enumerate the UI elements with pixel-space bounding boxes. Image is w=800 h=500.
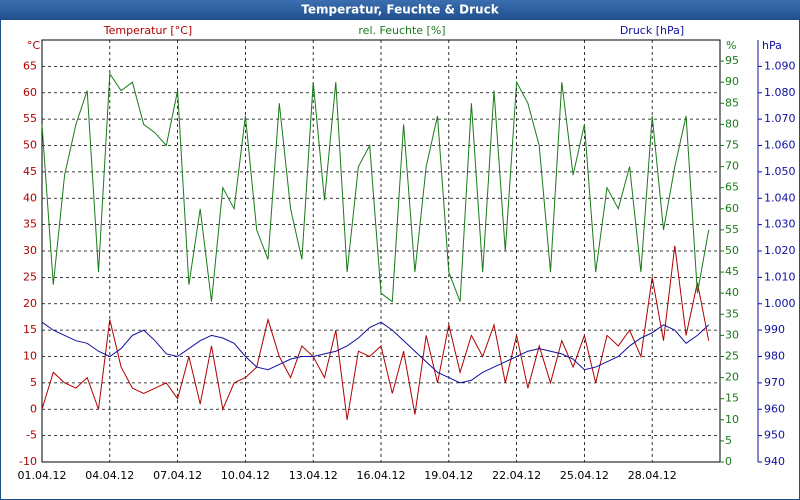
y3-axis-label: hPa bbox=[762, 39, 782, 52]
y-tick-label: 45 bbox=[23, 165, 37, 178]
y3-tick-label: 950 bbox=[764, 429, 785, 442]
y3-tick-label: 1.070 bbox=[764, 112, 796, 125]
y2-tick-label: 5 bbox=[725, 434, 732, 447]
y-tick-label: -10 bbox=[19, 455, 37, 468]
y2-axis-label: % bbox=[726, 39, 736, 52]
y3-tick-label: 970 bbox=[764, 376, 785, 389]
y3-tick-label: 980 bbox=[764, 350, 785, 363]
y2-tick-label: 65 bbox=[725, 181, 739, 194]
x-tick-label: 10.04.12 bbox=[221, 469, 270, 482]
y-tick-label: 40 bbox=[23, 191, 37, 204]
y2-tick-label: 80 bbox=[725, 117, 739, 130]
y-tick-label: 60 bbox=[23, 86, 37, 99]
y2-tick-label: 75 bbox=[725, 139, 739, 152]
x-tick-label: 01.04.12 bbox=[18, 469, 67, 482]
y-tick-label: 65 bbox=[23, 59, 37, 72]
y3-tick-label: 1.050 bbox=[764, 165, 796, 178]
x-tick-label: 07.04.12 bbox=[153, 469, 202, 482]
y2-tick-label: 35 bbox=[725, 307, 739, 320]
x-tick-label: 04.04.12 bbox=[85, 469, 134, 482]
y3-tick-label: 1.000 bbox=[764, 297, 796, 310]
y-tick-label: 55 bbox=[23, 112, 37, 125]
y2-tick-label: 70 bbox=[725, 160, 739, 173]
y2-tick-label: 30 bbox=[725, 328, 739, 341]
y3-tick-label: 1.030 bbox=[764, 218, 796, 231]
y-tick-label: 35 bbox=[23, 218, 37, 231]
legend-label: Druck [hPa] bbox=[620, 24, 684, 37]
y2-tick-label: 25 bbox=[725, 350, 739, 363]
y-tick-label: 30 bbox=[23, 244, 37, 257]
series-line bbox=[41, 321, 710, 384]
y-tick-label: 15 bbox=[23, 323, 37, 336]
y3-tick-label: 990 bbox=[764, 323, 785, 336]
title-bar bbox=[0, 0, 800, 20]
x-tick-label: 22.04.12 bbox=[492, 469, 541, 482]
x-tick-label: 19.04.12 bbox=[424, 469, 473, 482]
y-tick-label: 50 bbox=[23, 139, 37, 152]
series-line bbox=[41, 245, 710, 420]
y-tick-label: 5 bbox=[30, 376, 37, 389]
y-tick-label: 25 bbox=[23, 270, 37, 283]
y3-tick-label: 1.060 bbox=[764, 139, 796, 152]
y-axis-label: °C bbox=[27, 39, 41, 52]
y2-tick-label: 95 bbox=[725, 54, 739, 67]
y-tick-label: 20 bbox=[23, 297, 37, 310]
y2-tick-label: 20 bbox=[725, 371, 739, 384]
y-tick-label: 10 bbox=[23, 350, 37, 363]
chart-title: Temperatur, Feuchte & Druck bbox=[301, 3, 499, 17]
x-tick-label: 25.04.12 bbox=[560, 469, 609, 482]
y2-tick-label: 40 bbox=[725, 286, 739, 299]
y2-tick-label: 90 bbox=[725, 75, 739, 88]
y2-tick-label: 60 bbox=[725, 202, 739, 215]
y2-tick-label: 55 bbox=[725, 223, 739, 236]
y2-tick-label: 45 bbox=[725, 265, 739, 278]
y2-tick-label: 10 bbox=[725, 413, 739, 426]
x-tick-label: 13.04.12 bbox=[289, 469, 338, 482]
y3-tick-label: 1.020 bbox=[764, 244, 796, 257]
x-tick-label: 16.04.12 bbox=[357, 469, 406, 482]
legend-label: rel. Feuchte [%] bbox=[358, 24, 445, 37]
y2-tick-label: 15 bbox=[725, 392, 739, 405]
y3-tick-label: 1.040 bbox=[764, 191, 796, 204]
y-tick-label: -5 bbox=[26, 429, 37, 442]
y3-tick-label: 1.010 bbox=[764, 270, 796, 283]
legend-label: Temperatur [°C] bbox=[103, 24, 192, 37]
y2-tick-label: 50 bbox=[725, 244, 739, 257]
series-line bbox=[41, 72, 710, 303]
x-tick-label: 28.04.12 bbox=[628, 469, 677, 482]
y2-tick-label: 85 bbox=[725, 96, 739, 109]
y2-tick-label: 0 bbox=[725, 455, 732, 468]
y3-tick-label: 1.090 bbox=[764, 59, 796, 72]
y3-tick-label: 1.080 bbox=[764, 86, 796, 99]
y-tick-label: 0 bbox=[30, 402, 37, 415]
y3-tick-label: 940 bbox=[764, 455, 785, 468]
y3-tick-label: 960 bbox=[764, 402, 785, 415]
